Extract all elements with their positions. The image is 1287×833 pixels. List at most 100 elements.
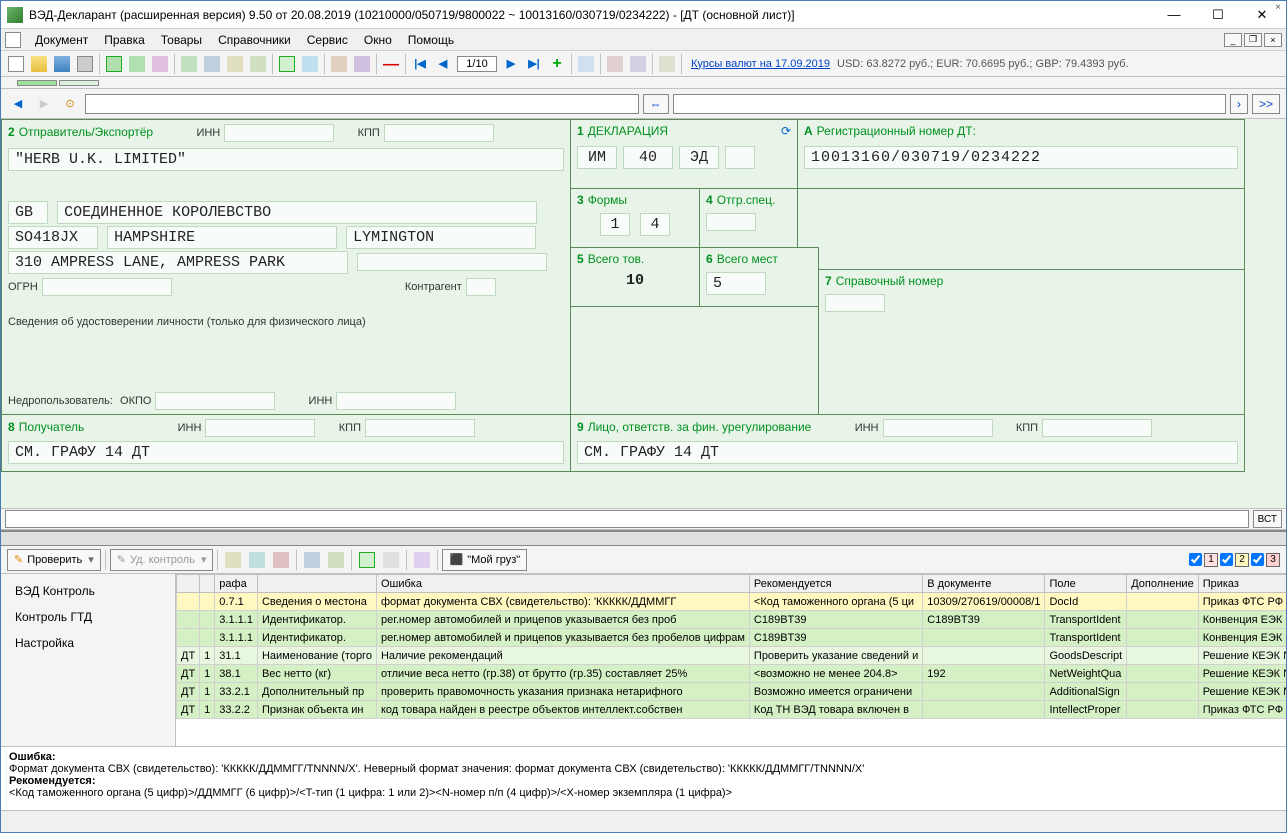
- recip-inn-field[interactable]: [205, 419, 315, 437]
- sender-name-field[interactable]: "HERB U.K. LIMITED": [8, 148, 564, 171]
- spec-field[interactable]: [706, 213, 756, 231]
- import-button[interactable]: [126, 53, 148, 75]
- bottom-close-button[interactable]: ×: [1271, 0, 1285, 14]
- sender-ogrn-field[interactable]: [42, 278, 172, 296]
- regnum-field[interactable]: 10013160/030719/0234222: [804, 146, 1238, 169]
- table-row[interactable]: ДТ138.1Вес нетто (кг)отличие веса нетто …: [177, 665, 1287, 683]
- del-control-button[interactable]: ✎Уд. контроль▾: [110, 549, 214, 571]
- add-button[interactable]: +: [546, 53, 568, 75]
- grid-col-8[interactable]: Дополнение: [1127, 575, 1198, 593]
- menu-Товары[interactable]: Товары: [153, 31, 210, 49]
- errors-grid[interactable]: рафа ОшибкаРекомендуетсяВ документеПолеДо…: [176, 574, 1286, 719]
- nav-back-button[interactable]: ◀: [7, 93, 29, 115]
- menu-Документ[interactable]: Документ: [27, 31, 96, 49]
- sender-contr-field[interactable]: [466, 278, 496, 296]
- excel-button[interactable]: [276, 53, 298, 75]
- check-button[interactable]: ✎Проверить▾: [7, 549, 101, 571]
- save-button[interactable]: [51, 53, 73, 75]
- grid-col-1[interactable]: [200, 575, 215, 593]
- nav-fwd-button[interactable]: ▶: [33, 93, 55, 115]
- formula-input[interactable]: [5, 510, 1249, 528]
- maximize-button[interactable]: ☐: [1196, 2, 1240, 28]
- sender-region[interactable]: HAMPSHIRE: [107, 226, 337, 249]
- grid-col-7[interactable]: Поле: [1045, 575, 1127, 593]
- grid-col-9[interactable]: Приказ: [1198, 575, 1286, 593]
- tool-button-1[interactable]: [149, 53, 171, 75]
- tool-button-12[interactable]: [656, 53, 678, 75]
- tool-button-5[interactable]: [247, 53, 269, 75]
- decl-f4[interactable]: [725, 146, 755, 169]
- sender-postcode[interactable]: SO418JX: [8, 226, 98, 249]
- ct-btn-4[interactable]: [301, 549, 323, 571]
- sender-country-code[interactable]: GB: [8, 201, 48, 224]
- table-row[interactable]: 3.1.1.1Идентификатор.рег.номер автомобил…: [177, 629, 1287, 647]
- tool-button-9[interactable]: [575, 53, 597, 75]
- mdi-close[interactable]: ×: [1264, 33, 1282, 47]
- forms-f2[interactable]: 4: [640, 213, 670, 236]
- grid-col-4[interactable]: Ошибка: [376, 575, 749, 593]
- next-button[interactable]: ▶: [500, 53, 522, 75]
- grid-col-3[interactable]: [257, 575, 376, 593]
- table-row[interactable]: ДТ133.2.1Дополнительный прпроверить прав…: [177, 683, 1287, 701]
- nav-search-input[interactable]: [673, 94, 1227, 114]
- sender-address[interactable]: 310 AMPRESS LANE, AMPRESS PARK: [8, 251, 348, 274]
- ct-btn-3[interactable]: [270, 549, 292, 571]
- my-cargo-button[interactable]: ⬛"Мой груз": [442, 549, 527, 571]
- decl-refresh-icon[interactable]: ⟳: [781, 124, 791, 138]
- table-row[interactable]: 3.1.1.1Идентификатор.рег.номер автомобил…: [177, 611, 1287, 629]
- decl-f1[interactable]: ИМ: [577, 146, 617, 169]
- resp-kpp-field[interactable]: [1042, 419, 1152, 437]
- ct-btn-7[interactable]: [380, 549, 402, 571]
- rates-link[interactable]: Курсы валют на 17.09.2019: [691, 58, 830, 70]
- grid-col-5[interactable]: Рекомендуется: [749, 575, 922, 593]
- grid-col-0[interactable]: [177, 575, 200, 593]
- table-row[interactable]: 0.7.1Сведения о местонаформат документа …: [177, 593, 1287, 611]
- open-button[interactable]: [28, 53, 50, 75]
- total-places-field[interactable]: 5: [706, 272, 766, 295]
- menu-Помощь[interactable]: Помощь: [400, 31, 462, 49]
- mdi-restore[interactable]: ❐: [1244, 33, 1262, 47]
- mdi-minimize[interactable]: _: [1224, 33, 1242, 47]
- filter-chk-2[interactable]: [1220, 553, 1233, 566]
- tool-button-8[interactable]: [351, 53, 373, 75]
- filter-chk-3[interactable]: [1251, 553, 1264, 566]
- side-tab-Контроль ГТД[interactable]: Контроль ГТД: [1, 604, 175, 630]
- ct-btn-1[interactable]: [222, 549, 244, 571]
- sender-kpp-field[interactable]: [384, 124, 494, 142]
- ct-btn-2[interactable]: [246, 549, 268, 571]
- nav-go2-button[interactable]: ›: [1230, 94, 1248, 114]
- resp-value[interactable]: СМ. ГРАФУ 14 ДТ: [577, 441, 1238, 464]
- export-button[interactable]: [103, 53, 125, 75]
- tool-button-10[interactable]: [604, 53, 626, 75]
- first-button[interactable]: |◀: [409, 53, 431, 75]
- decl-f2[interactable]: 40: [623, 146, 673, 169]
- nav-more-button[interactable]: >>: [1252, 94, 1280, 114]
- ct-btn-6[interactable]: [356, 549, 378, 571]
- decl-f3[interactable]: ЭД: [679, 146, 719, 169]
- prev-button[interactable]: ◀: [432, 53, 454, 75]
- print-button[interactable]: [74, 53, 96, 75]
- grid-col-6[interactable]: В документе: [923, 575, 1045, 593]
- menu-Правка[interactable]: Правка: [96, 31, 153, 49]
- resp-inn-field[interactable]: [883, 419, 993, 437]
- menu-Сервис[interactable]: Сервис: [299, 31, 356, 49]
- side-tab-ВЭД Контроль[interactable]: ВЭД Контроль: [1, 578, 175, 604]
- sender-city[interactable]: LYMINGTON: [346, 226, 536, 249]
- okpo-field[interactable]: [155, 392, 275, 410]
- last-button[interactable]: ▶|: [523, 53, 545, 75]
- table-row[interactable]: ДТ133.2.2Признак объекта инкод товара на…: [177, 701, 1287, 719]
- sender-inn-field[interactable]: [224, 124, 334, 142]
- tool-button-7[interactable]: [328, 53, 350, 75]
- tool-button-11[interactable]: [627, 53, 649, 75]
- insert-button[interactable]: ВСТ: [1253, 510, 1282, 528]
- menu-Справочники[interactable]: Справочники: [210, 31, 299, 49]
- table-row[interactable]: ДТ131.1Наименование (торгоНаличие рекоме…: [177, 647, 1287, 665]
- grid-col-2[interactable]: рафа: [215, 575, 258, 593]
- side-tab-Настройка[interactable]: Настройка: [1, 630, 175, 656]
- forms-f1[interactable]: 1: [600, 213, 630, 236]
- tool-button-3[interactable]: [201, 53, 223, 75]
- page-indicator[interactable]: 1/10: [457, 56, 497, 72]
- refnum-field[interactable]: [825, 294, 885, 312]
- sender-country[interactable]: СОЕДИНЕННОЕ КОРОЛЕВСТВО: [57, 201, 537, 224]
- recip-value[interactable]: СМ. ГРАФУ 14 ДТ: [8, 441, 564, 464]
